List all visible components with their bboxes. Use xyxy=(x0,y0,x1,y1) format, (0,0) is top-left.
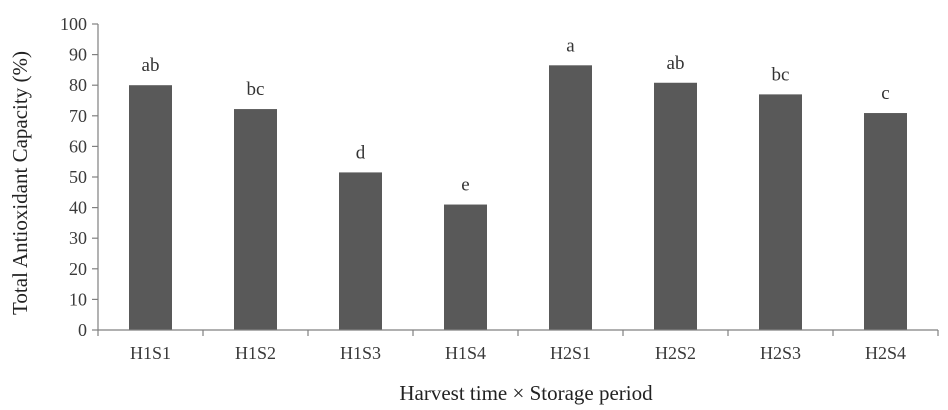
bar xyxy=(864,113,907,331)
bar xyxy=(234,109,277,331)
x-tick-label: H2S2 xyxy=(655,343,696,363)
bar xyxy=(759,94,802,330)
x-tick-label: H2S4 xyxy=(865,343,906,363)
bar-letter-labels: ab bc d e a ab bc c xyxy=(142,35,890,195)
bar xyxy=(654,82,697,330)
y-tick-label: 20 xyxy=(69,259,87,279)
y-tick-label: 40 xyxy=(69,198,87,218)
x-axis-ticks: H1S1 H1S2 H1S3 H1S4 H2S1 H2S2 H2S3 H2S4 xyxy=(97,330,939,363)
x-tick-label: H2S3 xyxy=(760,343,801,363)
bar-data-label: a xyxy=(566,35,575,56)
y-tick-label: 60 xyxy=(69,136,87,156)
y-tick-label: 100 xyxy=(60,14,87,34)
x-tick-label: H1S3 xyxy=(340,343,381,363)
x-tick-label: H1S2 xyxy=(235,343,276,363)
bar-data-label: ab xyxy=(667,53,685,74)
bar xyxy=(339,172,382,330)
y-tick-label: 80 xyxy=(69,75,87,95)
y-tick-label: 0 xyxy=(78,320,87,340)
x-tick-label: H2S1 xyxy=(550,343,591,363)
x-tick-label: H1S1 xyxy=(130,343,171,363)
y-tick-label: 50 xyxy=(69,167,87,187)
y-tick-label: 30 xyxy=(69,228,87,248)
y-tick-label: 10 xyxy=(69,289,87,309)
y-tick-label: 70 xyxy=(69,106,87,126)
bar xyxy=(129,85,172,330)
bar-data-label: e xyxy=(461,175,469,196)
y-tick-label: 90 xyxy=(69,45,87,65)
bar-data-label: ab xyxy=(142,55,160,76)
bar xyxy=(549,65,592,330)
x-axis-title: Harvest time × Storage period xyxy=(399,381,653,405)
x-tick-label: H1S4 xyxy=(445,343,486,363)
bars xyxy=(129,65,907,331)
y-axis-title: Total Antioxidant Capacity (%) xyxy=(8,51,32,315)
y-axis-ticks: 0 10 20 30 40 50 60 70 80 90 100 xyxy=(60,14,98,340)
bar-data-label: bc xyxy=(772,64,790,85)
bar-data-label: c xyxy=(881,83,889,104)
bar xyxy=(444,204,487,330)
bar-data-label: bc xyxy=(247,79,265,100)
bar-data-label: d xyxy=(356,142,366,163)
